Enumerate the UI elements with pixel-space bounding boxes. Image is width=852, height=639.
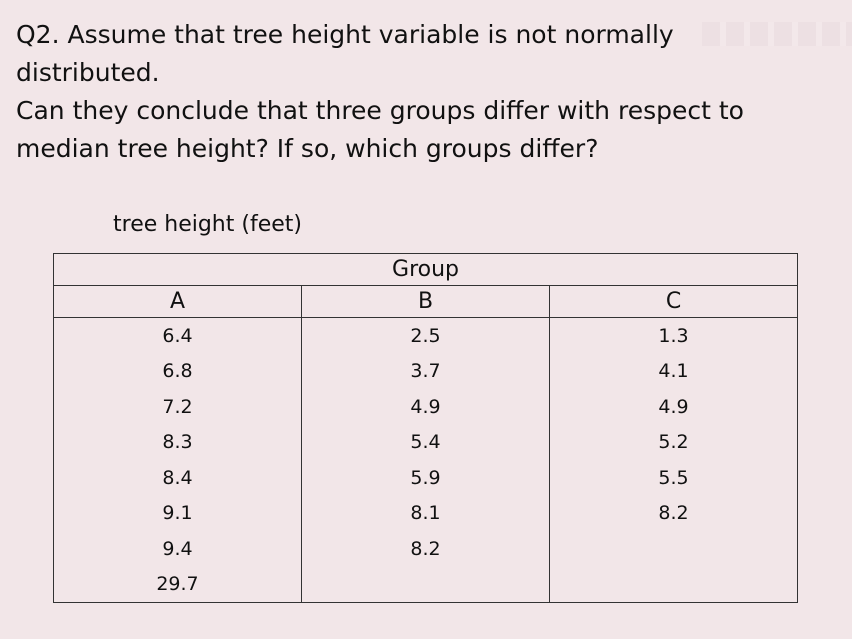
- cell-c: 5.5: [548, 460, 799, 496]
- cell-a: 7.2: [53, 389, 302, 425]
- cell-c: 4.9: [548, 389, 799, 425]
- cell-c: 8.2: [548, 495, 799, 531]
- table-caption: tree height (feet): [113, 212, 302, 237]
- cell-b: 5.9: [301, 460, 550, 496]
- cell-b: 3.7: [301, 353, 550, 389]
- column-header-b: B: [301, 285, 550, 318]
- cell-a: 6.4: [53, 317, 302, 354]
- group-header-row: Group: [52, 253, 799, 286]
- table-row: 6.8 3.7 4.1: [53, 353, 799, 389]
- cell-c: 5.2: [548, 424, 799, 460]
- table-row: 6.4 2.5 1.3: [53, 317, 799, 354]
- column-header-c: C: [548, 285, 799, 318]
- question-text: Q2. Assume that tree height variable is …: [16, 16, 816, 168]
- question-line-2: Can they conclude that three groups diff…: [16, 96, 744, 163]
- cell-c: 4.1: [548, 353, 799, 389]
- cell-b: 4.9: [301, 389, 550, 425]
- table-row: 9.4 8.2: [53, 531, 799, 567]
- background-watermark: [702, 22, 852, 46]
- cell-c: [548, 531, 799, 567]
- cell-b: 8.1: [301, 495, 550, 531]
- column-header-a: A: [53, 285, 302, 318]
- cell-b: [301, 566, 550, 603]
- question-line-1: Q2. Assume that tree height variable is …: [16, 20, 674, 87]
- table-row: 9.1 8.1 8.2: [53, 495, 799, 531]
- cell-c: 1.3: [548, 317, 799, 354]
- cell-a: 6.8: [53, 353, 302, 389]
- cell-b: 5.4: [301, 424, 550, 460]
- cell-a: 8.3: [53, 424, 302, 460]
- cell-a: 9.1: [53, 495, 302, 531]
- cell-a: 8.4: [53, 460, 302, 496]
- table-row: 8.4 5.9 5.5: [53, 460, 799, 496]
- table-row: 7.2 4.9 4.9: [53, 389, 799, 425]
- cell-a: 9.4: [53, 531, 302, 567]
- group-header: Group: [52, 253, 799, 286]
- cell-c: [548, 566, 799, 603]
- tree-height-table: Group A B C 6.4 2.5 1.3 6.8 3.7 4.1 7.2 …: [52, 253, 799, 603]
- table-row: 29.7: [53, 566, 799, 603]
- cell-b: 2.5: [301, 317, 550, 354]
- cell-b: 8.2: [301, 531, 550, 567]
- table-row: 8.3 5.4 5.2: [53, 424, 799, 460]
- cell-a: 29.7: [53, 566, 302, 603]
- column-header-row: A B C: [53, 285, 799, 318]
